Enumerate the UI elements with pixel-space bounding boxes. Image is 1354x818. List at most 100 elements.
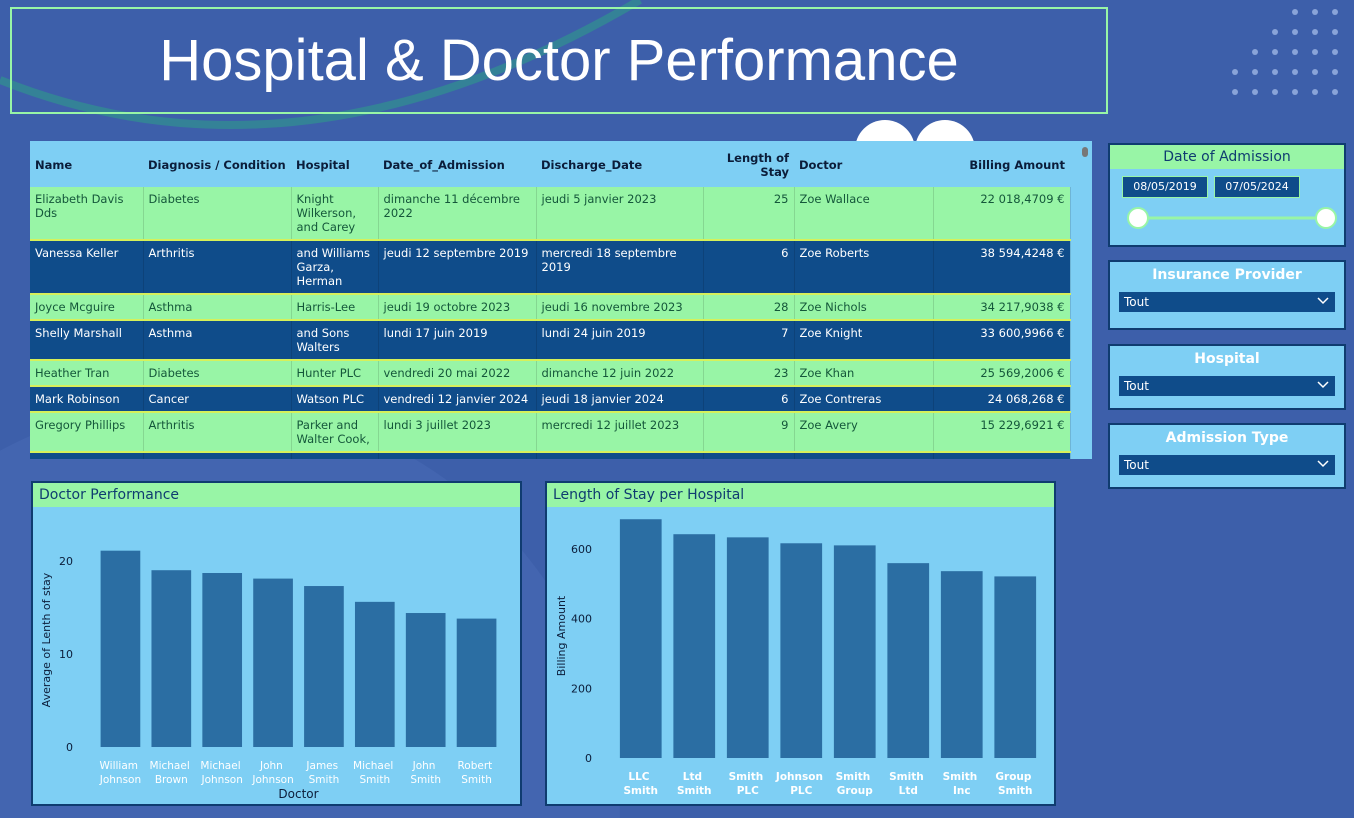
y-tick-label: 400	[571, 613, 592, 626]
bar	[833, 545, 876, 758]
table-cell: Asthma	[143, 294, 292, 321]
bar	[151, 570, 192, 747]
column-header: Diagnosis / Condition	[148, 158, 286, 172]
table-cell: jeudi 16 novembre 2023	[536, 294, 704, 321]
table-cell: 1 417 432 043,3973 €	[933, 452, 1071, 459]
dropdown[interactable]: Tout	[1118, 375, 1336, 397]
table-cell: dimanche 11 décembre 2022	[378, 187, 537, 241]
bar	[780, 543, 823, 758]
table-cell	[378, 452, 537, 459]
table-row: Shelly Marshall Asthma and Sons Walters lun…	[30, 320, 1071, 361]
x-tick-label: Johnson PLC	[775, 771, 827, 797]
bar	[726, 537, 769, 758]
table-cell: Shelly Marshall	[30, 320, 144, 361]
table-cell: 22 018,4709 €	[933, 187, 1071, 241]
table-row: Elizabeth Davis Dds Diabetes Knight Wilker…	[30, 187, 1071, 241]
table-cell	[291, 452, 379, 459]
table-cell	[794, 452, 934, 459]
table-cell: Arthritis	[143, 240, 292, 295]
table-cell: Gregory Phillips	[30, 412, 144, 453]
table-cell: vendredi 20 mai 2022	[378, 360, 537, 387]
table-cell: Vanessa Keller	[30, 240, 144, 295]
table-row: Gregory Phillips Arthritis Parker and Walt…	[30, 412, 1071, 453]
x-tick-label: Group Smith	[995, 771, 1035, 797]
table-cell: 25	[703, 187, 795, 241]
y-tick-label: 200	[571, 682, 592, 695]
chart: 0 10 20 Average of Lenth of stay Doctor Willi…	[40, 550, 497, 801]
table-cell: Watson PLC	[291, 386, 379, 413]
table-row: Joyce Mcguire Asthma Harris-Lee jeudi 19 oc…	[30, 294, 1071, 321]
table-cell: 23	[703, 360, 795, 387]
x-tick-label: James Smith	[305, 760, 341, 786]
table-cell: lundi 17 juin 2019	[378, 320, 537, 361]
total-row: Total 1 417 432 043,3973 €	[30, 452, 1071, 459]
table-cell	[143, 452, 292, 459]
dropdown-value: Tout	[1124, 295, 1149, 309]
y-tick-label: 10	[59, 648, 73, 661]
column-header: Billing Amount	[969, 158, 1065, 172]
admission-slicer: Admission Type Tout	[1108, 423, 1346, 489]
table-cell: Diabetes	[143, 187, 292, 241]
date-slicer: Date of Admission 08/05/2019 07/05/2024	[1108, 143, 1346, 247]
table-cell: Zoe Avery	[794, 412, 934, 453]
bar	[456, 618, 497, 747]
doctor-chart-panel: Doctor Performance 0 10 20 Average of Lenth…	[31, 481, 522, 806]
table-cell: Joyce Mcguire	[30, 294, 144, 321]
y-axis-title: Billing Amount	[555, 595, 568, 676]
table-cell: and Williams Garza, Herman	[291, 240, 379, 295]
y-tick-label: 0	[66, 741, 73, 754]
table-cell: 15 229,6921 €	[933, 412, 1071, 453]
column-header: Doctor	[799, 158, 843, 172]
bar	[887, 563, 930, 758]
table-cell: 25 569,2006 €	[933, 360, 1071, 387]
dropdown-value: Tout	[1124, 379, 1149, 393]
date-input[interactable]: 08/05/2019	[1122, 176, 1208, 198]
table-cell: lundi 3 juillet 2023	[378, 412, 537, 453]
x-tick-label: Smith Group	[836, 771, 874, 797]
table-cell: mercredi 18 septembre 2019	[536, 240, 704, 295]
table-cell: Knight Wilkerson, and Carey	[291, 187, 379, 241]
slicer-title: Admission Type	[1165, 430, 1289, 446]
bar	[994, 576, 1037, 758]
scrollbar[interactable]	[1082, 147, 1088, 447]
table: Name Diagnosis / Condition Hospital Date_of…	[30, 141, 1071, 459]
insurance-slicer: Insurance Provider Tout	[1108, 260, 1346, 330]
table-cell: jeudi 19 octobre 2023	[378, 294, 537, 321]
dropdown[interactable]: Tout	[1118, 291, 1336, 313]
y-tick-label: 0	[585, 752, 592, 765]
chart: 0 200 400 600 Billing Amount LLC Smith Ltd Smi…	[555, 519, 1037, 797]
bar	[619, 519, 662, 758]
chart-title: Doctor Performance	[33, 483, 520, 507]
data-table: Name Diagnosis / Condition Hospital Date_of…	[30, 141, 1092, 459]
table-cell: Hunter PLC	[291, 360, 379, 387]
range-slider[interactable]	[1110, 198, 1344, 238]
bar	[673, 534, 716, 758]
table-cell: jeudi 12 septembre 2019	[378, 240, 537, 295]
table-cell: 6	[703, 386, 795, 413]
table-cell: Parker and Walter Cook,	[291, 412, 379, 453]
x-axis-title: Doctor	[278, 787, 318, 801]
table-cell: jeudi 5 janvier 2023	[536, 187, 704, 241]
date-input[interactable]: 07/05/2024	[1214, 176, 1300, 198]
bar	[405, 613, 446, 747]
table-cell	[703, 452, 795, 459]
table-cell: jeudi 18 janvier 2024	[536, 386, 704, 413]
x-tick-label: Michael Smith	[353, 760, 397, 786]
page-title: Hospital & Doctor Performance	[10, 7, 1108, 114]
table-cell: 34 217,9038 €	[933, 294, 1071, 321]
table-cell: Mark Robinson	[30, 386, 144, 413]
slicer-title: Insurance Provider	[1152, 267, 1302, 283]
dropdown[interactable]: Tout	[1118, 454, 1336, 476]
chart-title: Length of Stay per Hospital	[547, 483, 1054, 507]
y-tick-label: 600	[571, 543, 592, 556]
column-header: Discharge_Date	[541, 158, 643, 172]
table-cell: Zoe Roberts	[794, 240, 934, 295]
hospital-slicer: Hospital Tout	[1108, 344, 1346, 410]
x-tick-label: Smith Ltd	[889, 771, 927, 797]
bar	[253, 578, 293, 747]
x-tick-label: John Smith	[410, 760, 441, 786]
table-cell: Arthritis	[143, 412, 292, 453]
table-cell: 33 600,9966 €	[933, 320, 1071, 361]
table-cell: Elizabeth Davis Dds	[30, 187, 144, 241]
x-tick-label: Smith Inc	[943, 771, 981, 797]
